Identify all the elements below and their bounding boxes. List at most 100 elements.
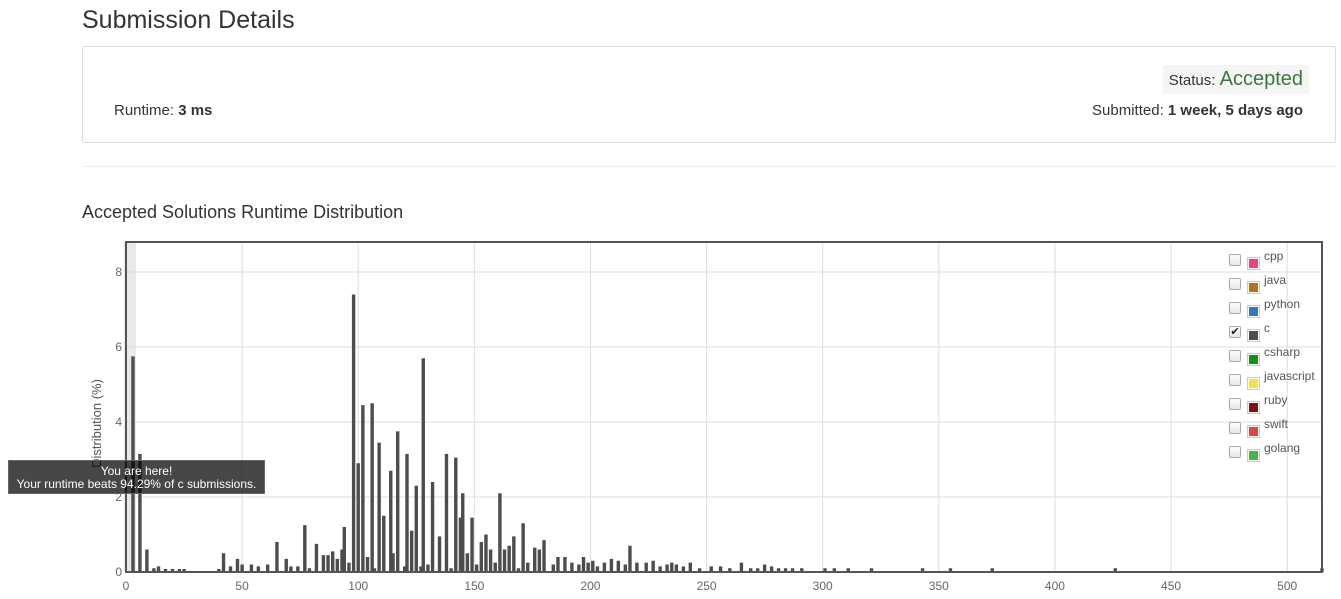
bar[interactable] [651,560,655,572]
bar[interactable] [365,557,370,572]
legend-checkbox-javascript[interactable] [1229,374,1241,386]
bar[interactable] [739,562,744,573]
bar[interactable] [551,564,556,573]
legend-checkbox-java[interactable] [1229,278,1241,290]
bar[interactable] [321,555,326,573]
bar[interactable] [783,568,788,572]
legend-checkbox-swift[interactable] [1229,422,1241,434]
bar[interactable] [635,562,639,573]
bar[interactable] [426,564,430,573]
bar[interactable] [217,569,221,572]
bar[interactable] [474,564,479,573]
bar[interactable] [458,517,463,573]
bar[interactable] [330,551,335,573]
bar[interactable] [665,564,669,573]
bar[interactable] [361,405,365,572]
legend-checkbox-c[interactable]: ✔ [1229,326,1241,338]
bar[interactable] [507,545,511,572]
legend-checkbox-ruby[interactable] [1229,398,1241,410]
legend-item-ruby[interactable]: ruby [1226,392,1336,416]
bar[interactable] [776,568,781,572]
bar[interactable] [389,470,393,572]
bar[interactable] [235,558,240,573]
bar[interactable] [240,564,244,573]
bar[interactable] [256,566,261,573]
bar[interactable] [749,568,753,572]
bar[interactable] [581,557,586,572]
bar[interactable] [177,569,182,572]
bar[interactable] [152,568,156,572]
legend-checkbox-golang[interactable] [1229,446,1241,458]
bar[interactable] [314,543,319,573]
bar[interactable] [537,549,542,573]
bar[interactable] [289,566,293,573]
bar[interactable] [526,562,530,573]
bar[interactable] [275,542,279,572]
bar[interactable] [405,453,409,573]
bar[interactable] [326,555,330,573]
bar[interactable] [377,442,381,573]
bar[interactable] [449,568,453,572]
legend-item-golang[interactable]: golang [1226,440,1336,464]
bar[interactable] [470,517,474,573]
bar[interactable] [502,549,507,573]
bar[interactable] [762,564,767,573]
bar[interactable] [170,569,175,572]
legend-checkbox-python[interactable] [1229,302,1241,314]
bar[interactable] [556,557,560,572]
bar[interactable] [512,536,516,573]
bar[interactable] [990,568,994,572]
bar[interactable] [391,553,395,572]
bar[interactable] [335,558,340,573]
bar[interactable] [832,568,837,572]
bar[interactable] [563,557,567,572]
bar[interactable] [454,457,458,573]
bar[interactable] [382,515,386,572]
bar[interactable] [347,562,351,573]
legend-item-swift[interactable]: swift [1226,416,1336,440]
legend-checkbox-cpp[interactable] [1229,254,1241,266]
bar[interactable] [670,562,674,573]
bar[interactable] [1113,568,1118,572]
bar[interactable] [421,358,425,572]
bar[interactable] [249,564,254,573]
bar[interactable] [948,568,953,572]
bar[interactable] [688,562,693,573]
bar[interactable] [228,566,233,573]
bar[interactable] [521,523,525,572]
bar[interactable] [697,568,702,572]
bar[interactable] [709,566,713,573]
bar[interactable] [644,562,648,573]
bar[interactable] [577,564,581,573]
bar[interactable] [869,568,874,572]
bar[interactable] [444,453,449,573]
legend-item-c[interactable]: ✔ c [1226,320,1336,344]
bar[interactable] [296,566,300,573]
bar[interactable] [533,547,537,573]
bar[interactable] [769,566,774,573]
bar[interactable] [823,568,827,572]
bar[interactable] [586,562,590,573]
bar[interactable] [414,485,418,572]
bar[interactable] [542,540,546,573]
bar[interactable] [800,568,804,572]
bar[interactable] [307,568,312,572]
bar[interactable] [570,562,574,573]
bar[interactable] [516,568,521,572]
bar[interactable] [372,568,377,572]
bar[interactable] [340,549,344,573]
bar[interactable] [430,482,435,572]
bar[interactable] [342,527,346,572]
bar[interactable] [616,560,621,572]
bar[interactable] [595,566,600,573]
bar[interactable] [790,568,795,572]
bar[interactable] [402,566,407,573]
legend-item-csharp[interactable]: csharp [1226,344,1336,368]
bar[interactable] [846,568,850,572]
legend-item-python[interactable]: python [1226,296,1336,320]
bar[interactable] [488,549,493,573]
legend-item-javascript[interactable]: javascript [1226,368,1336,392]
bar[interactable] [138,453,142,573]
bar[interactable] [718,566,723,573]
bar[interactable] [674,564,679,573]
